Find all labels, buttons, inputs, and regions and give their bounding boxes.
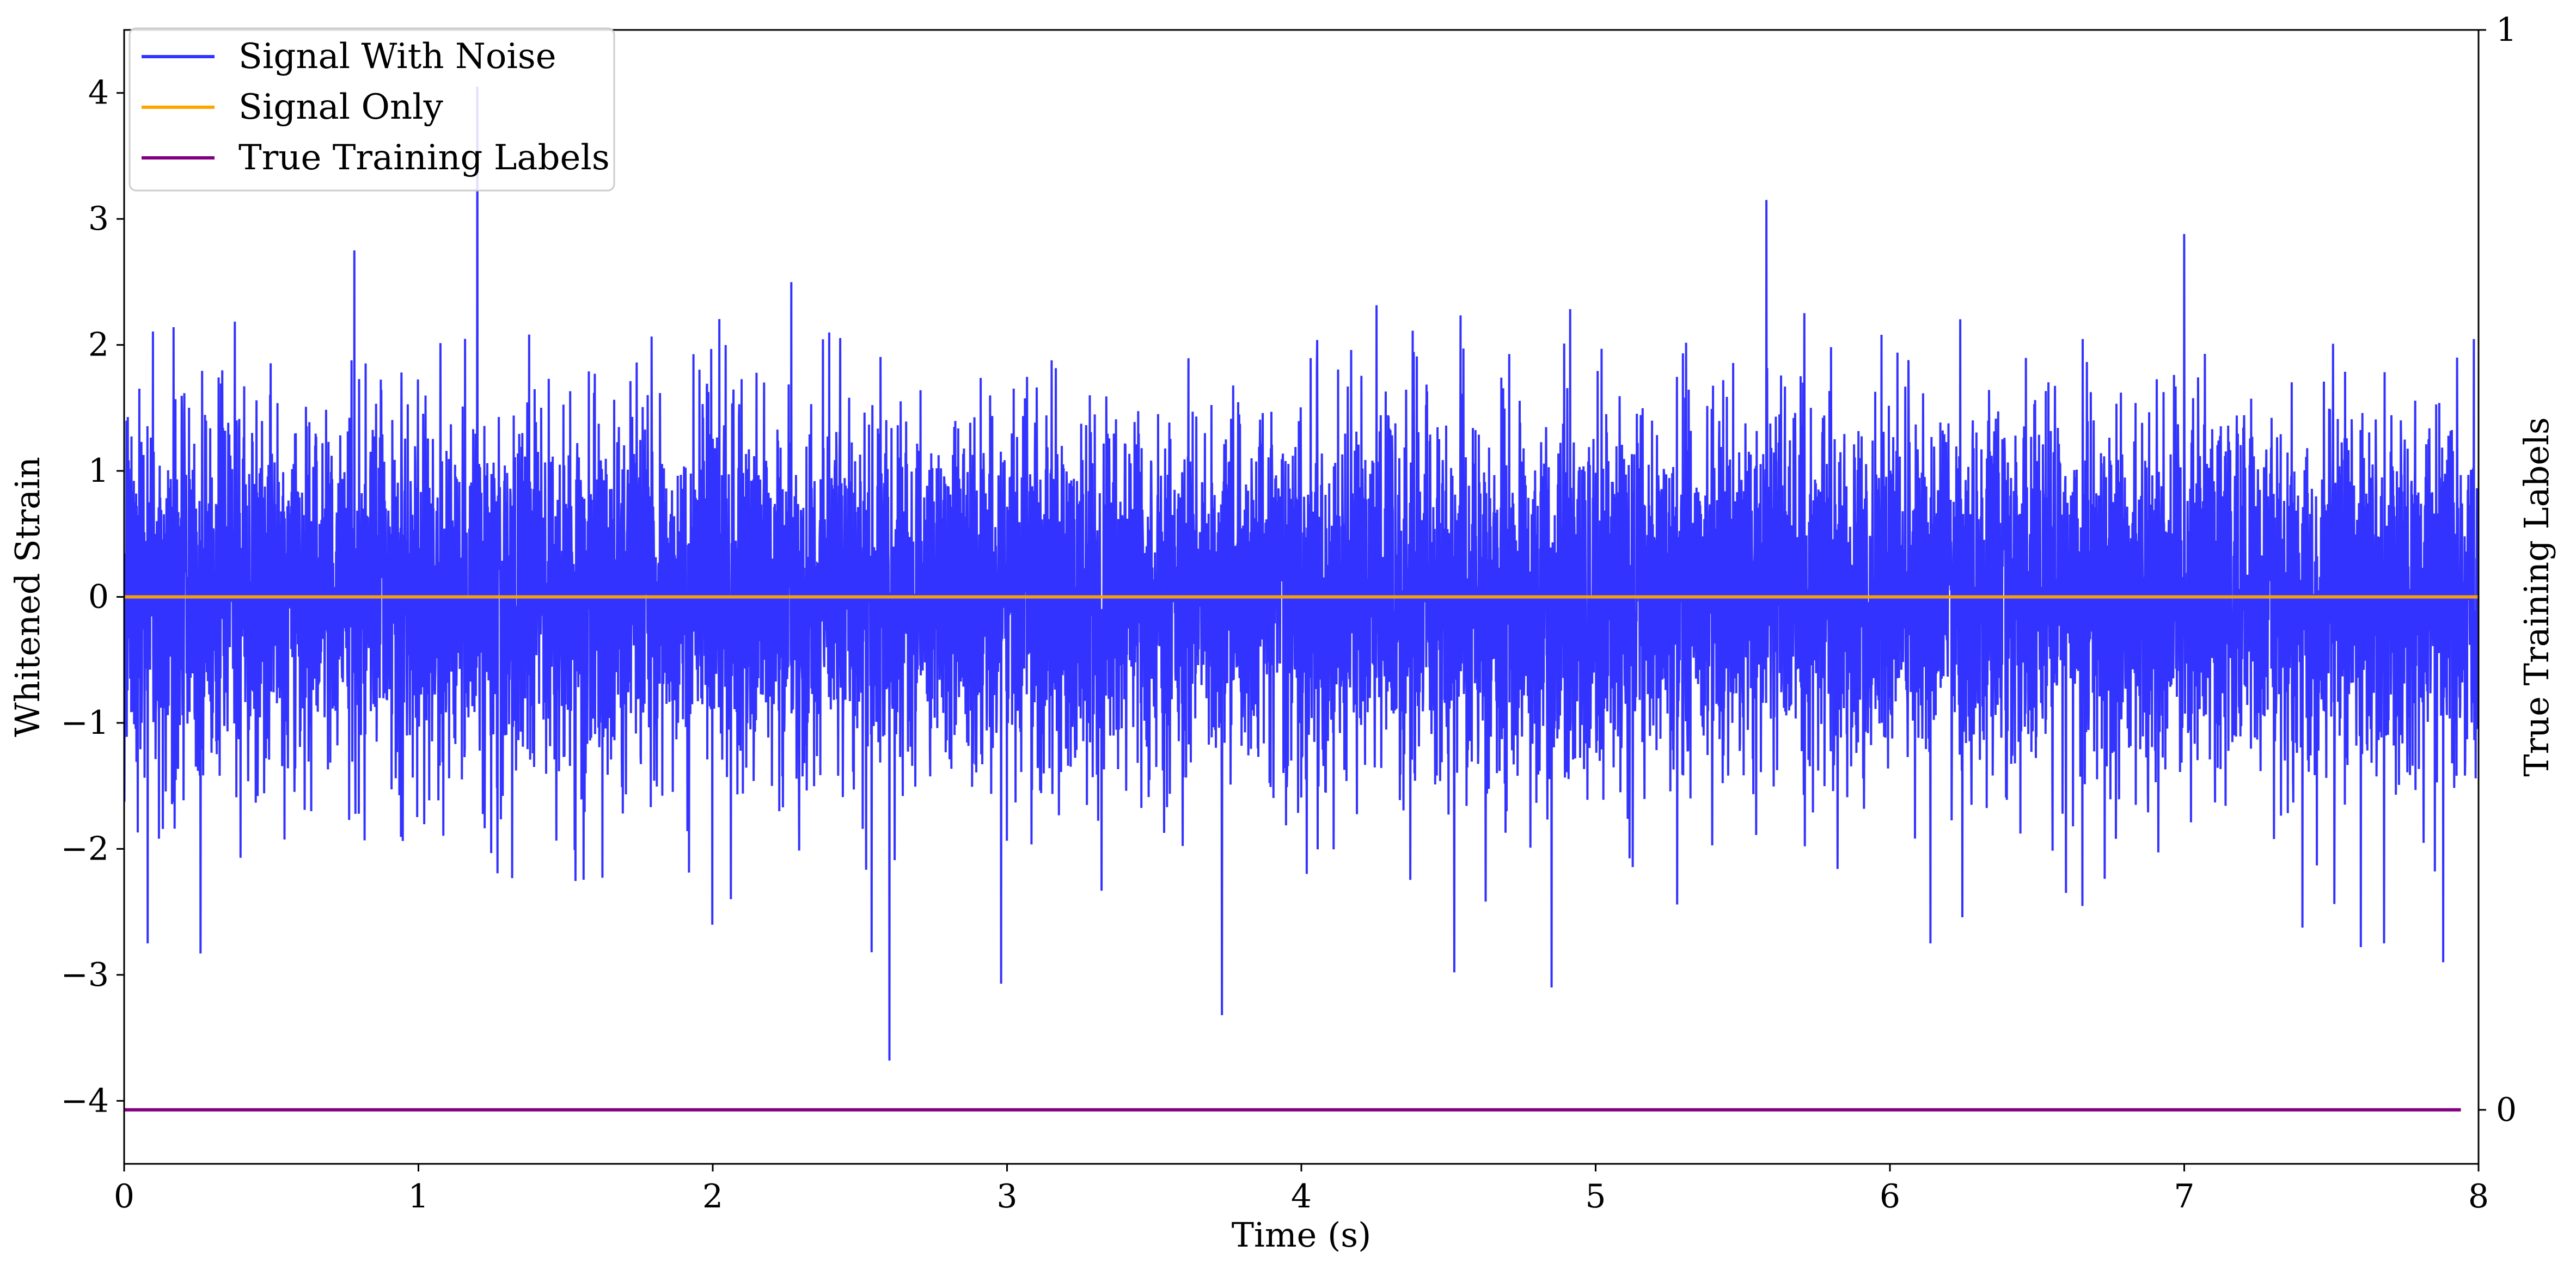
- x-tick-label: 2: [702, 1177, 723, 1216]
- y-tick-label: 2: [88, 326, 109, 364]
- x-tick-label: 6: [1880, 1177, 1900, 1216]
- series-signal-with-noise: [124, 87, 2479, 1061]
- x-axis-label: Time (s): [1232, 1215, 1372, 1255]
- y2-axis-label: True Training Labels: [2517, 417, 2556, 776]
- legend: [129, 27, 615, 192]
- y-axis-label: Whitened Strain: [8, 457, 47, 737]
- legend-label: Signal With Noise: [238, 36, 556, 77]
- legend-label: True Training Labels: [238, 138, 610, 178]
- x-tick-label: 4: [1291, 1177, 1312, 1216]
- y-tick-label: 0: [88, 578, 109, 616]
- x-tick-label: 3: [996, 1177, 1017, 1216]
- y-tick-label: −3: [61, 956, 109, 994]
- y-tick-label: 1: [88, 452, 109, 490]
- y-tick-label: −4: [61, 1082, 109, 1120]
- x-tick-label: 1: [408, 1177, 429, 1216]
- y-tick-label: 3: [88, 200, 109, 238]
- y-tick-label: 4: [88, 74, 109, 112]
- y-tick-label: −2: [61, 830, 109, 868]
- x-tick-label: 5: [1585, 1177, 1606, 1216]
- y2-tick-label: 0: [2496, 1091, 2517, 1129]
- legend-label: Signal Only: [238, 87, 443, 127]
- y-tick-label: −1: [61, 704, 109, 742]
- x-tick-label: 0: [114, 1177, 134, 1216]
- x-tick-label: 8: [2468, 1177, 2489, 1216]
- y2-tick-label: 1: [2496, 11, 2517, 49]
- x-tick-label: 7: [2174, 1177, 2194, 1216]
